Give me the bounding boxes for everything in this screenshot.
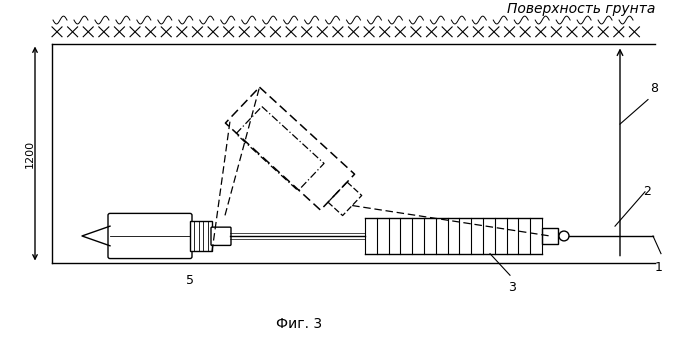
Bar xyxy=(542,228,558,244)
FancyBboxPatch shape xyxy=(108,213,192,258)
Text: 1200: 1200 xyxy=(25,139,35,167)
Text: 5: 5 xyxy=(186,274,194,287)
FancyBboxPatch shape xyxy=(211,227,231,246)
Text: 1: 1 xyxy=(655,262,663,275)
Circle shape xyxy=(559,231,569,241)
Text: 3: 3 xyxy=(508,281,516,294)
Text: Фиг. 3: Фиг. 3 xyxy=(276,317,322,331)
Text: 2: 2 xyxy=(643,185,651,198)
Text: Поверхность грунта: Поверхность грунта xyxy=(507,2,655,16)
Bar xyxy=(190,221,212,251)
Text: 8: 8 xyxy=(650,81,658,95)
